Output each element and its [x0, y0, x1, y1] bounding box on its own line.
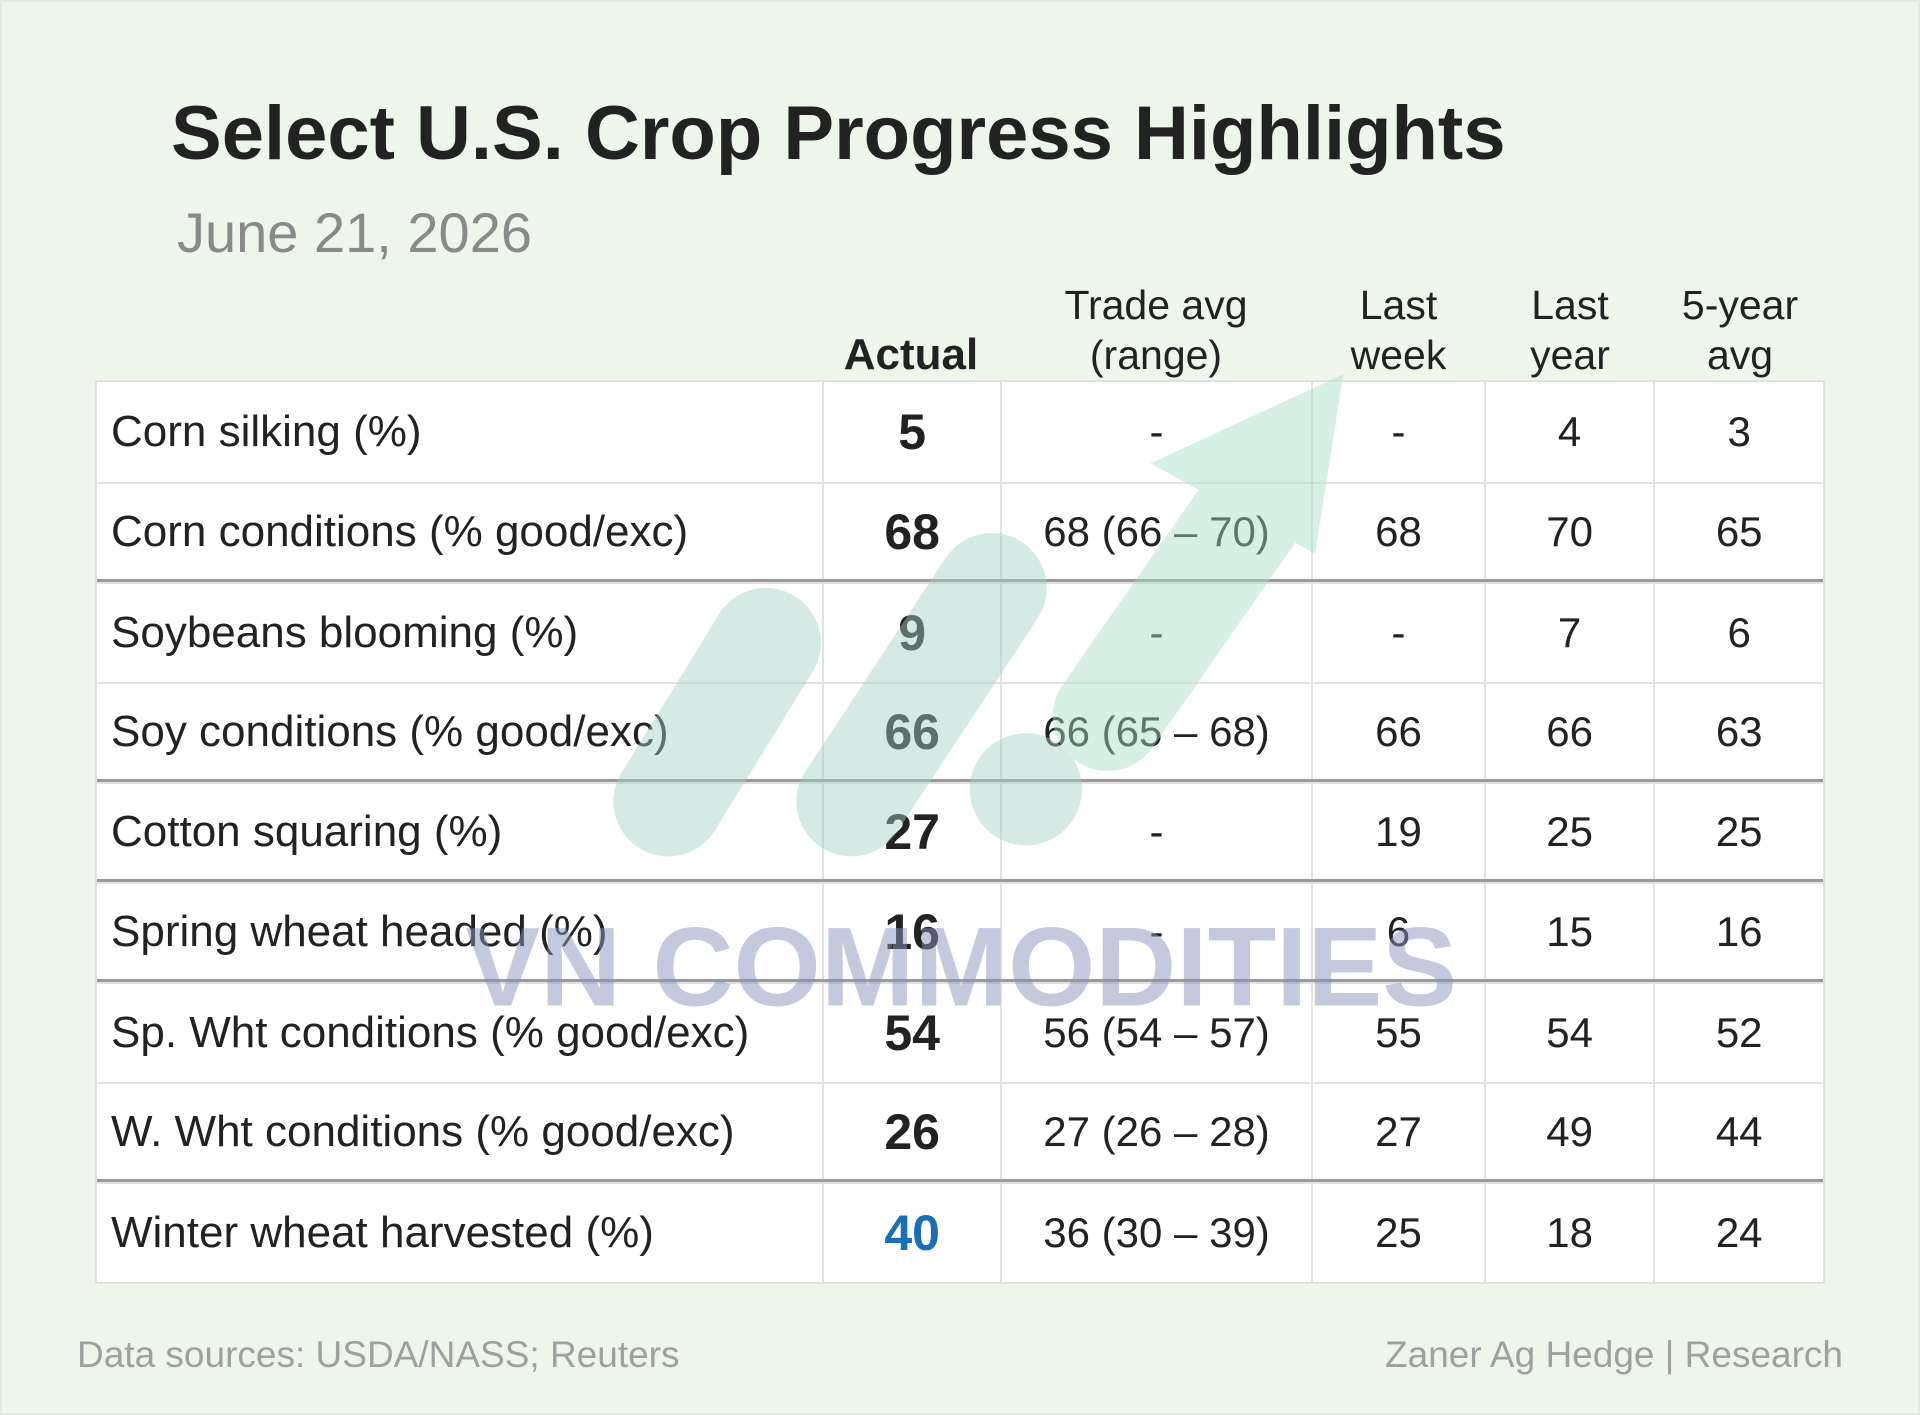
actual-value: 66 — [822, 684, 1000, 779]
column-header: Actual — [843, 330, 979, 379]
actual-value: 54 — [822, 984, 1000, 1082]
actual-value: 26 — [822, 1084, 1000, 1179]
cell: 7 — [1483, 584, 1654, 682]
table-row: Corn conditions (% good/exc) 68 68 (66 – 7… — [97, 482, 1823, 582]
cell: 25 — [1311, 1184, 1484, 1282]
cell: 36 (30 – 39) — [999, 1184, 1311, 1282]
table-row: Spring wheat headed (%) 16-6 15 16 — [97, 882, 1823, 982]
table-row: Corn silking (%) 5- -4 3 — [97, 382, 1823, 482]
cell: 49 — [1483, 1084, 1654, 1179]
row-label: Sp. Wht conditions (% good/exc) — [111, 1008, 750, 1057]
cell: 6 — [1653, 584, 1823, 682]
cell: 66 — [1483, 684, 1654, 779]
cell: 54 — [1483, 984, 1654, 1082]
header-spacer — [95, 276, 822, 380]
row-label: Spring wheat headed (%) — [111, 906, 608, 956]
cell: 70 — [1483, 484, 1654, 579]
cell: 27 (26 – 28) — [999, 1084, 1311, 1179]
actual-value: 5 — [822, 382, 1000, 482]
cell: 68 (66 – 70) — [999, 484, 1311, 579]
row-label: Corn silking (%) — [111, 407, 422, 456]
cell: 66 — [1311, 684, 1484, 779]
row-label: Soybeans blooming (%) — [111, 608, 579, 657]
actual-value: 16 — [822, 884, 1000, 979]
cell: - — [1311, 382, 1484, 482]
cell: 68 — [1311, 484, 1484, 579]
row-label: Corn conditions (% good/exc) — [111, 506, 689, 556]
cell: 55 — [1311, 984, 1484, 1082]
cell: 3 — [1653, 382, 1823, 482]
table-row: Soybeans blooming (%) 9- -7 6 — [97, 582, 1823, 682]
cell: 6 — [1311, 884, 1484, 979]
subtitle: June 21, 2026 — [177, 201, 532, 264]
cell: 25 — [1653, 784, 1823, 879]
table-header: Actual Trade avg (range) Last week Last yea… — [95, 276, 1825, 380]
cell: 27 — [1311, 1084, 1484, 1179]
column-header: Last year — [1530, 282, 1610, 378]
cell: - — [999, 884, 1311, 979]
cell: 63 — [1653, 684, 1823, 779]
cell: 44 — [1653, 1084, 1823, 1179]
cell: 56 (54 – 57) — [999, 984, 1311, 1082]
actual-value: 40 — [822, 1184, 1000, 1282]
table-row: Sp. Wht conditions (% good/exc) 54 56 (54 … — [97, 982, 1823, 1082]
table-row: W. Wht conditions (% good/exc) 26 27 (26 –… — [97, 1082, 1823, 1182]
cell: - — [999, 584, 1311, 682]
cell: 66 (65 – 68) — [999, 684, 1311, 779]
cell: - — [999, 784, 1311, 879]
actual-value: 68 — [822, 484, 1000, 579]
table-row: Soy conditions (% good/exc) 66 66 (65 – 68… — [97, 682, 1823, 782]
table: Corn silking (%) 5- -4 3 Corn conditions (% … — [95, 380, 1825, 1284]
table-row: Cotton squaring (%) 27-19 25 25 — [97, 782, 1823, 882]
cell: 24 — [1653, 1184, 1823, 1282]
row-label: Winter wheat harvested (%) — [111, 1208, 654, 1257]
cell: 16 — [1653, 884, 1823, 979]
source-note: Data sources: USDA/NASS; Reuters — [77, 1334, 680, 1375]
actual-value: 27 — [822, 784, 1000, 879]
cell: 65 — [1653, 484, 1823, 579]
cell: 15 — [1483, 884, 1654, 979]
row-label: W. Wht conditions (% good/exc) — [111, 1106, 735, 1156]
cell: 18 — [1483, 1184, 1654, 1282]
column-header: Trade avg (range) — [1064, 282, 1248, 378]
title: Select U.S. Crop Progress Highlights — [171, 91, 1506, 176]
row-label: Cotton squaring (%) — [111, 806, 503, 856]
cell: 52 — [1653, 984, 1823, 1082]
column-header: Last week — [1350, 282, 1447, 378]
row-label: Soy conditions (% good/exc) — [111, 706, 669, 756]
cell: 19 — [1311, 784, 1484, 879]
table-row: Winter wheat harvested (%) 40 36 (30 – 39)… — [97, 1182, 1823, 1282]
column-header: 5-year avg — [1681, 282, 1799, 378]
actual-value: 9 — [822, 584, 1000, 682]
credit: Zaner Ag Hedge | Research — [1385, 1334, 1843, 1375]
cell: 4 — [1483, 382, 1654, 482]
cell: 25 — [1483, 784, 1654, 879]
cell: - — [1311, 584, 1484, 682]
cell: - — [999, 382, 1311, 482]
